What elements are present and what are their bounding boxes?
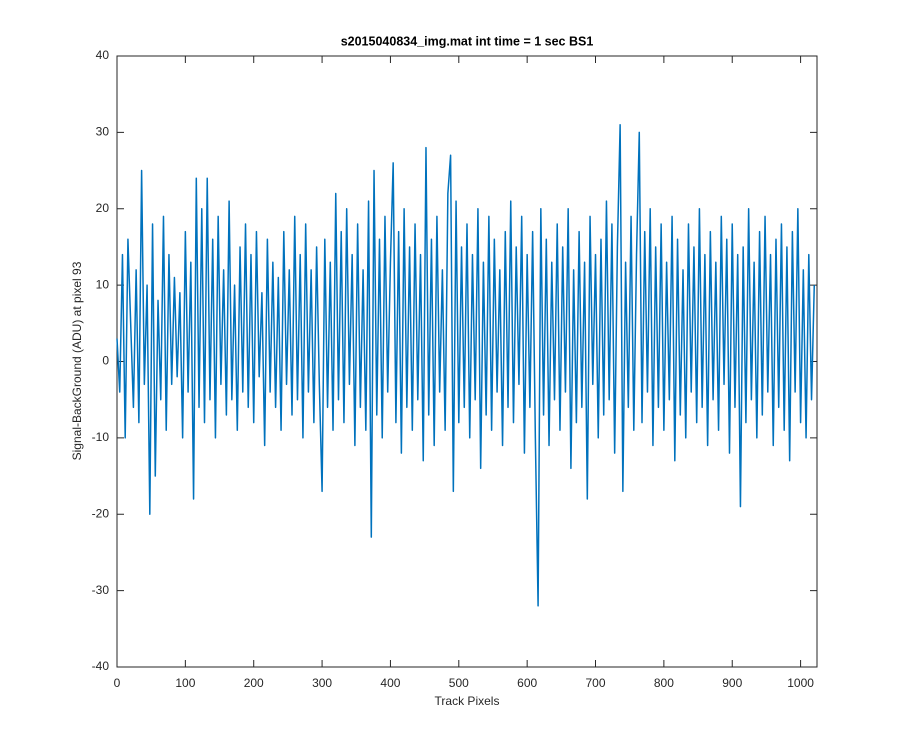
x-tick-label: 500 [449,676,469,690]
y-tick-label: -30 [92,583,110,597]
y-axis-label: Signal-BackGround (ADU) at pixel 93 [70,261,84,460]
y-tick-label: 20 [96,201,110,215]
y-tick-label: -40 [92,659,110,673]
x-tick-label: 400 [380,676,400,690]
x-axis-label: Track Pixels [435,694,500,708]
data-line [116,123,816,607]
x-tick-label: 900 [722,676,742,690]
x-tick-label: 1000 [787,676,814,690]
x-tick-label: 700 [586,676,606,690]
x-tick-label: 300 [312,676,332,690]
y-tick-label: -10 [92,430,110,444]
y-tick-label: -20 [92,506,110,520]
chart-title: s2015040834_img.mat int time = 1 sec BS1 [341,34,594,48]
x-tick-label: 600 [517,676,537,690]
y-tick-label: 0 [102,354,109,368]
y-tick-label: 30 [96,125,110,139]
y-tick-label: 40 [96,48,110,62]
plot-box [116,55,818,668]
x-tick-label: 200 [244,676,264,690]
x-tick-label: 800 [654,676,674,690]
x-tick-label: 0 [114,676,121,690]
y-tick-label: 10 [96,277,110,291]
x-tick-label: 100 [175,676,195,690]
